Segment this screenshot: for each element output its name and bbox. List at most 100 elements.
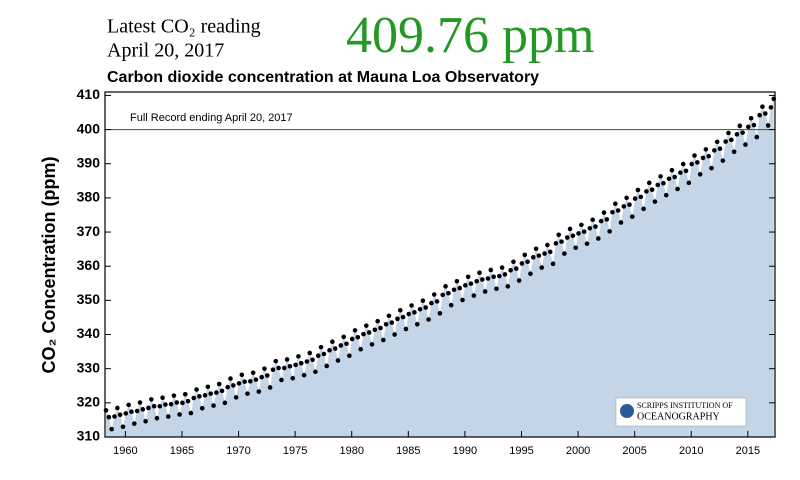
data-point xyxy=(324,363,330,369)
data-point xyxy=(321,351,327,357)
data-point xyxy=(646,180,652,186)
data-point xyxy=(426,317,431,322)
data-point xyxy=(692,153,697,158)
x-tick-label: 2010 xyxy=(679,445,703,457)
data-point xyxy=(129,409,134,415)
data-point xyxy=(228,376,233,381)
data-point xyxy=(632,196,638,201)
data-point xyxy=(706,153,711,159)
data-point xyxy=(480,277,485,282)
data-point xyxy=(437,311,443,316)
x-tick-label: 2000 xyxy=(566,445,590,457)
data-point xyxy=(757,112,762,118)
x-tick-label: 2015 xyxy=(736,445,760,457)
data-point xyxy=(678,170,683,175)
data-point xyxy=(296,354,301,359)
data-point xyxy=(168,401,174,407)
data-point xyxy=(194,387,199,392)
data-point xyxy=(191,395,197,401)
data-point xyxy=(400,314,406,320)
data-point xyxy=(431,292,437,297)
data-point xyxy=(222,400,228,406)
data-point xyxy=(443,284,448,289)
data-point xyxy=(652,199,658,204)
data-point xyxy=(137,400,143,405)
data-point xyxy=(287,363,293,369)
data-point xyxy=(689,161,695,167)
data-point xyxy=(714,139,720,145)
data-point xyxy=(417,306,423,312)
data-point xyxy=(448,302,454,308)
reading-date: April 20, 2017 xyxy=(107,40,224,62)
y-axis-label: CO₂ Concentration (ppm) xyxy=(39,157,59,374)
data-point xyxy=(134,408,140,414)
data-point xyxy=(383,321,389,327)
data-point xyxy=(253,377,259,382)
area-fill xyxy=(106,98,774,438)
data-point xyxy=(697,172,703,177)
data-point xyxy=(559,239,564,244)
data-point xyxy=(239,372,245,378)
data-point xyxy=(397,307,403,313)
data-point xyxy=(644,189,649,194)
data-point xyxy=(112,414,117,419)
data-point xyxy=(499,265,505,270)
data-point xyxy=(494,286,499,292)
data-point xyxy=(446,290,451,296)
data-point xyxy=(596,236,601,241)
data-point xyxy=(146,405,151,411)
data-point xyxy=(214,390,219,395)
data-point xyxy=(539,265,545,270)
data-point xyxy=(513,266,519,271)
data-point xyxy=(731,149,737,155)
data-point xyxy=(745,124,751,130)
data-point xyxy=(163,402,168,407)
data-point xyxy=(429,300,434,306)
y-tick-label: 380 xyxy=(77,189,101,205)
data-point xyxy=(361,331,366,337)
data-point xyxy=(581,229,587,235)
data-point xyxy=(768,105,774,110)
x-tick-label: 2005 xyxy=(622,445,646,457)
data-point xyxy=(423,305,429,310)
data-point xyxy=(477,270,482,275)
data-point xyxy=(106,414,112,420)
data-point xyxy=(680,161,686,167)
data-point xyxy=(117,412,123,418)
data-point xyxy=(380,337,386,343)
data-point xyxy=(344,341,349,347)
data-point xyxy=(171,393,177,398)
data-point xyxy=(502,272,508,277)
y-tick-label: 350 xyxy=(77,291,101,307)
data-point xyxy=(148,397,154,402)
data-point xyxy=(347,353,352,359)
data-point xyxy=(109,426,114,432)
data-point xyxy=(301,372,307,378)
data-point xyxy=(375,318,380,324)
data-point xyxy=(508,268,513,273)
data-point xyxy=(335,358,341,363)
data-point xyxy=(182,392,188,397)
data-point xyxy=(533,246,539,252)
data-point xyxy=(389,320,395,325)
x-tick-label: 1985 xyxy=(396,445,420,457)
data-point xyxy=(686,180,692,186)
y-tick-label: 320 xyxy=(77,394,101,410)
logo-box xyxy=(615,397,747,427)
data-point xyxy=(369,342,375,347)
data-point xyxy=(536,253,542,258)
data-point xyxy=(378,325,383,331)
data-point xyxy=(709,165,714,171)
headline: Latest CO₂ reading xyxy=(107,16,261,38)
data-point xyxy=(199,406,205,411)
data-point xyxy=(545,242,550,248)
data-point xyxy=(123,411,129,416)
data-point xyxy=(180,400,185,406)
data-point xyxy=(341,334,346,340)
data-point xyxy=(635,187,641,193)
data-point xyxy=(550,261,556,267)
x-tick-label: 1975 xyxy=(283,445,307,457)
data-point xyxy=(262,366,267,371)
data-point xyxy=(174,400,180,405)
y-tick-label: 400 xyxy=(77,120,101,136)
